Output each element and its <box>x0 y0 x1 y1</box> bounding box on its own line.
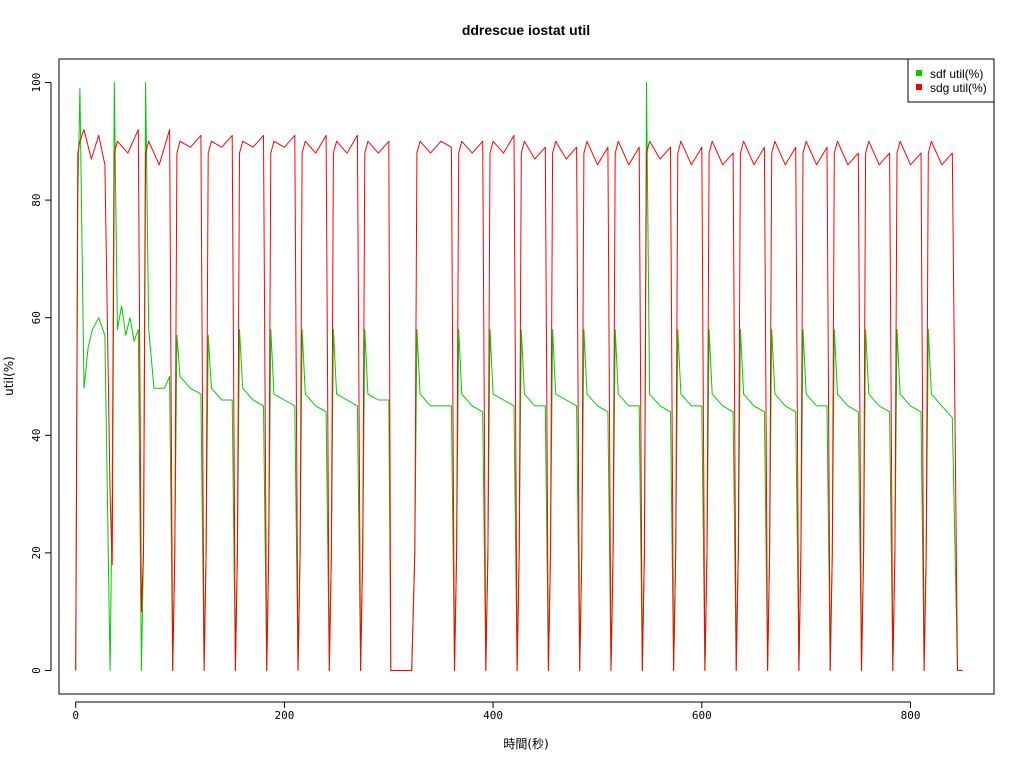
x-axis-label: 時間(秒) <box>503 737 548 751</box>
y-tick-label: 60 <box>30 311 43 324</box>
y-tick-label: 40 <box>30 429 43 442</box>
plot-frame <box>58 58 995 695</box>
x-tick-label: 600 <box>692 709 712 722</box>
legend-swatch-sdg <box>916 84 922 90</box>
legend-box <box>907 58 995 103</box>
legend-swatch-sdf <box>916 70 922 76</box>
legend: sdf util(%) sdg util(%) <box>907 58 995 103</box>
series-line-sdf <box>75 82 963 671</box>
y-tick-label: 100 <box>30 73 43 93</box>
x-tick-label: 0 <box>72 709 79 722</box>
x-tick-label: 800 <box>901 709 921 722</box>
y-axis: 0 20 40 60 80 100 <box>30 73 52 674</box>
y-axis-label: util(%) <box>2 356 16 396</box>
series-layer <box>75 82 963 671</box>
x-tick-label: 400 <box>483 709 503 722</box>
x-tick-label: 200 <box>274 709 294 722</box>
y-tick-label: 0 <box>30 667 43 674</box>
legend-label-sdf: sdf util(%) <box>930 67 983 81</box>
y-tick-label: 20 <box>30 546 43 559</box>
legend-label-sdg: sdg util(%) <box>930 81 987 95</box>
y-tick-label: 80 <box>30 193 43 206</box>
chart-title: ddrescue iostat util <box>462 22 590 38</box>
x-axis: 0 200 400 600 800 <box>72 701 921 722</box>
series-line-sdg <box>75 129 963 671</box>
